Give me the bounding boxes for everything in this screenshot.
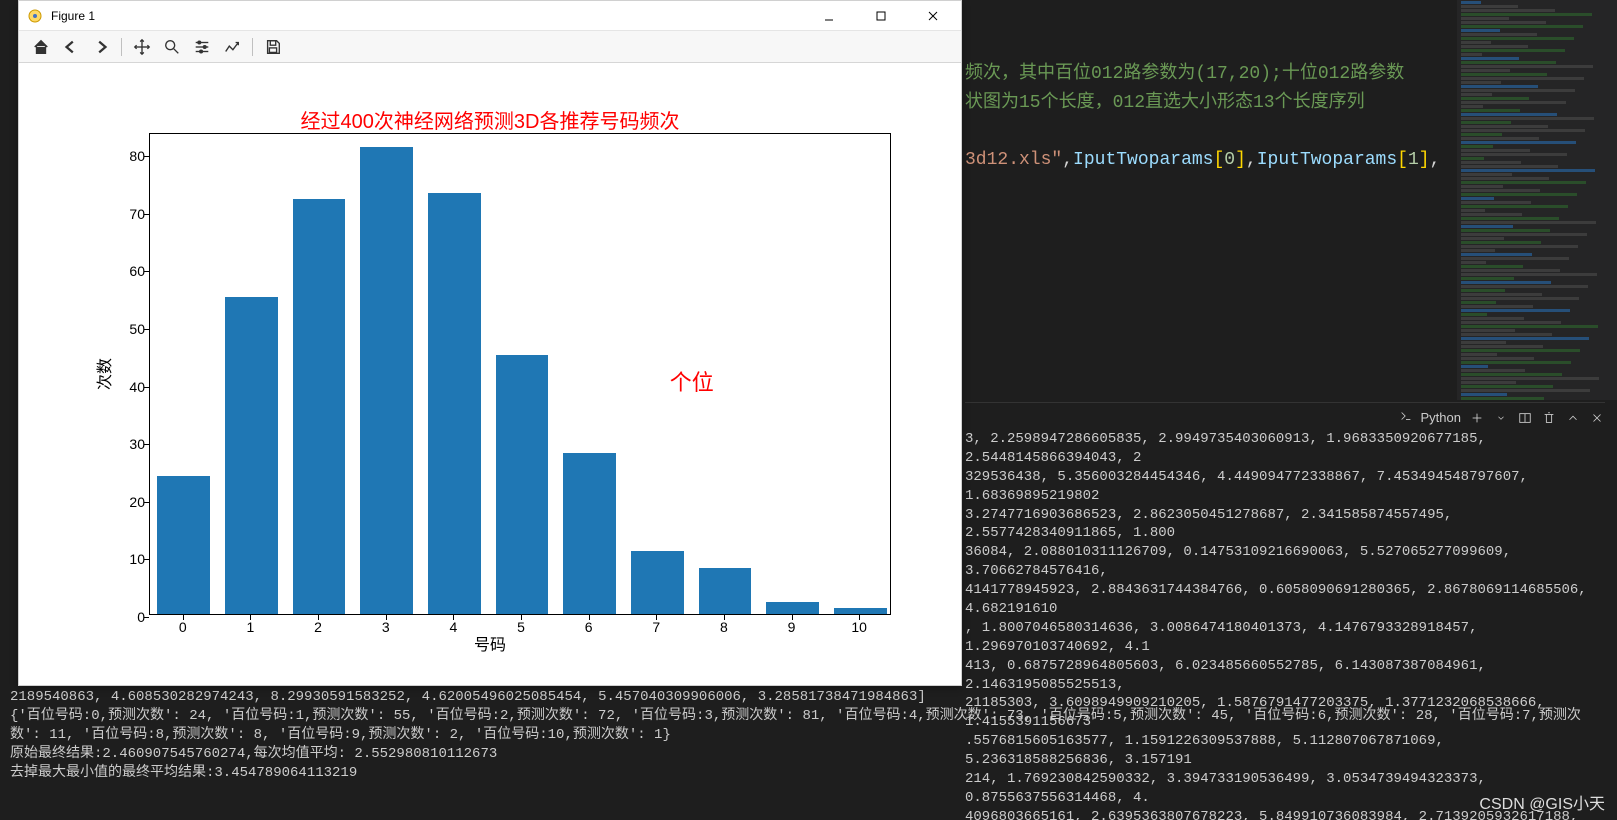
chart-ytick-label: 50: [129, 321, 145, 337]
terminal-up-button[interactable]: [1565, 410, 1581, 426]
chart-bar: [225, 297, 278, 614]
chart-bar: [157, 476, 210, 614]
chart-xtick-mark: [724, 615, 725, 620]
chart-bar: [766, 602, 819, 614]
chart-bar: [631, 551, 684, 614]
chart-ytick-mark: [144, 156, 149, 157]
chart-ylabel: 次数: [91, 358, 115, 390]
chart-bar: [834, 608, 887, 614]
chart-xtick-mark: [386, 615, 387, 620]
figure-title: Figure 1: [51, 9, 799, 23]
chart-annotation: 个位: [670, 365, 714, 397]
figure-app-icon: [27, 8, 43, 24]
chart-plot-area: [149, 133, 891, 615]
chart-ytick-mark: [144, 559, 149, 560]
chart-xtick-label: 6: [585, 619, 593, 635]
chart-xlabel: 号码: [19, 631, 961, 655]
chart-xtick-mark: [589, 615, 590, 620]
chart-ytick-label: 20: [129, 494, 145, 510]
chart-ytick-label: 10: [129, 551, 145, 567]
terminal-header: Python: [965, 402, 1605, 428]
toolbar-separator: [121, 38, 122, 56]
chart-xtick-label: 0: [179, 619, 187, 635]
toolbar-zoom-button[interactable]: [158, 33, 186, 61]
chart-xtick-mark: [453, 615, 454, 620]
chart-xtick-mark: [250, 615, 251, 620]
terminal-close-button[interactable]: [1589, 410, 1605, 426]
chart-xtick-mark: [656, 615, 657, 620]
terminal-output-left: 2189540863, 4.608530282974243, 8.2993059…: [10, 688, 1607, 782]
editor-minimap[interactable]: // fill minimap with faux lines: [1457, 0, 1617, 400]
chart-xtick-mark: [521, 615, 522, 620]
chart-ytick-mark: [144, 387, 149, 388]
chart-ytick-label: 30: [129, 436, 145, 452]
terminal-add-button[interactable]: [1469, 410, 1485, 426]
chart-ytick-label: 40: [129, 379, 145, 395]
chart-title: 经过400次神经网络预测3D各推荐号码频次: [19, 105, 961, 134]
figure-canvas: 经过400次神经网络预测3D各推荐号码频次 次数 号码 个位 0 10 20 30 40…: [19, 63, 961, 685]
chart-ytick-mark: [144, 502, 149, 503]
chart-ytick-mark: [144, 617, 149, 618]
chart-xtick-mark: [792, 615, 793, 620]
figure-window: Figure 1: [18, 0, 962, 686]
watermark: CSDN @GIS小天: [1479, 790, 1605, 814]
terminal-shell-icon: [1399, 409, 1413, 426]
chart-xtick-mark: [183, 615, 184, 620]
chart-xtick-label: 7: [652, 619, 660, 635]
chart-xtick-mark: [318, 615, 319, 620]
toolbar-edit-button[interactable]: [218, 33, 246, 61]
figure-maximize-button[interactable]: [859, 2, 903, 30]
figure-titlebar[interactable]: Figure 1: [19, 1, 961, 31]
figure-minimize-button[interactable]: [807, 2, 851, 30]
toolbar-forward-button[interactable]: [87, 33, 115, 61]
chart-xtick-label: 9: [788, 619, 796, 635]
terminal-shell-label: Python: [1421, 410, 1461, 425]
toolbar-separator: [252, 38, 253, 56]
figure-toolbar: [19, 31, 961, 63]
figure-close-button[interactable]: [911, 2, 955, 30]
terminal-split-button[interactable]: [1517, 410, 1533, 426]
toolbar-save-button[interactable]: [259, 33, 287, 61]
chart-bar: [360, 147, 413, 614]
terminal-trash-button[interactable]: [1541, 410, 1557, 426]
chart-ytick-label: 80: [129, 148, 145, 164]
chart-xtick-label: 10: [851, 619, 867, 635]
chart-xtick-label: 5: [517, 619, 525, 635]
chart-ytick-mark: [144, 271, 149, 272]
chart-xtick-label: 1: [247, 619, 255, 635]
chart-bar: [496, 355, 549, 614]
toolbar-pan-button[interactable]: [128, 33, 156, 61]
chart-bar: [293, 199, 346, 614]
chart-ytick-mark: [144, 214, 149, 215]
chart-ytick-mark: [144, 329, 149, 330]
toolbar-configure-button[interactable]: [188, 33, 216, 61]
chart-xtick-label: 3: [382, 619, 390, 635]
chart-ytick-mark: [144, 444, 149, 445]
chart-xtick-label: 4: [449, 619, 457, 635]
chart-xtick-label: 8: [720, 619, 728, 635]
editor-code-area: 频次，其中百位012路参数为(17,20);十位012路参数 状图为15个长度，…: [965, 60, 1457, 175]
terminal-dropdown-icon[interactable]: [1493, 410, 1509, 426]
chart-xtick-mark: [859, 615, 860, 620]
chart-xtick-label: 2: [314, 619, 322, 635]
chart-ytick-label: 70: [129, 206, 145, 222]
toolbar-back-button[interactable]: [57, 33, 85, 61]
toolbar-home-button[interactable]: [27, 33, 55, 61]
chart-bar: [563, 453, 616, 614]
chart-bar: [699, 568, 752, 614]
chart-bar: [428, 193, 481, 614]
chart-ytick-label: 60: [129, 263, 145, 279]
